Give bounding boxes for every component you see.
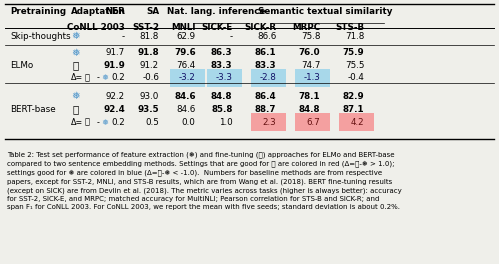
Text: -: - bbox=[96, 118, 99, 127]
Text: 🔥: 🔥 bbox=[73, 104, 79, 114]
Text: 86.4: 86.4 bbox=[255, 92, 276, 101]
Text: Δ=: Δ= bbox=[71, 118, 83, 127]
Text: 🔥: 🔥 bbox=[85, 73, 90, 82]
Text: SST-2: SST-2 bbox=[132, 23, 159, 32]
Text: SICK-E: SICK-E bbox=[201, 23, 233, 32]
Text: Semantic textual similarity: Semantic textual similarity bbox=[258, 7, 393, 16]
Text: 91.2: 91.2 bbox=[140, 61, 159, 70]
Text: STS-B: STS-B bbox=[335, 23, 364, 32]
Text: 83.3: 83.3 bbox=[211, 61, 233, 70]
Text: 79.6: 79.6 bbox=[174, 48, 196, 57]
Text: ELMo: ELMo bbox=[10, 61, 33, 70]
Text: -0.6: -0.6 bbox=[142, 73, 159, 82]
Text: 88.7: 88.7 bbox=[255, 105, 276, 114]
Text: 84.6: 84.6 bbox=[174, 92, 196, 101]
FancyBboxPatch shape bbox=[207, 69, 242, 87]
Text: -: - bbox=[96, 73, 99, 82]
Text: 83.3: 83.3 bbox=[255, 61, 276, 70]
Text: -0.4: -0.4 bbox=[347, 73, 364, 82]
Text: 91.8: 91.8 bbox=[137, 48, 159, 57]
Text: 🔥: 🔥 bbox=[73, 60, 79, 70]
Text: 75.5: 75.5 bbox=[345, 61, 364, 70]
Text: MNLI: MNLI bbox=[171, 23, 196, 32]
Text: -3.3: -3.3 bbox=[216, 73, 233, 82]
Text: 93.0: 93.0 bbox=[140, 92, 159, 101]
Text: 71.8: 71.8 bbox=[345, 32, 364, 41]
Text: SA: SA bbox=[146, 7, 159, 16]
FancyBboxPatch shape bbox=[339, 113, 374, 131]
Text: Adaptation: Adaptation bbox=[71, 7, 126, 16]
Text: 0.5: 0.5 bbox=[145, 118, 159, 127]
FancyBboxPatch shape bbox=[251, 69, 286, 87]
Text: 85.8: 85.8 bbox=[211, 105, 233, 114]
Text: 75.8: 75.8 bbox=[301, 32, 320, 41]
Text: MRPC: MRPC bbox=[292, 23, 320, 32]
Text: 62.9: 62.9 bbox=[177, 32, 196, 41]
Text: Nat. lang. inference: Nat. lang. inference bbox=[167, 7, 265, 16]
FancyBboxPatch shape bbox=[295, 69, 330, 87]
Text: 76.0: 76.0 bbox=[299, 48, 320, 57]
Text: 81.8: 81.8 bbox=[140, 32, 159, 41]
Text: NER: NER bbox=[105, 7, 125, 16]
FancyBboxPatch shape bbox=[251, 113, 286, 131]
Text: ❅: ❅ bbox=[71, 31, 80, 41]
Text: 0.0: 0.0 bbox=[182, 118, 196, 127]
Text: Δ=: Δ= bbox=[71, 73, 83, 82]
Text: 0.2: 0.2 bbox=[111, 118, 125, 127]
Text: 93.5: 93.5 bbox=[137, 105, 159, 114]
Text: -: - bbox=[229, 32, 233, 41]
Text: Pretraining: Pretraining bbox=[10, 7, 66, 16]
Text: 91.9: 91.9 bbox=[103, 61, 125, 70]
Text: 92.4: 92.4 bbox=[103, 105, 125, 114]
Text: ❅: ❅ bbox=[71, 48, 80, 58]
Text: 84.8: 84.8 bbox=[299, 105, 320, 114]
Text: 91.7: 91.7 bbox=[106, 48, 125, 57]
Text: Table 2: Test set performance of feature extraction (❅) and fine-tuning (🔥) appr: Table 2: Test set performance of feature… bbox=[7, 151, 402, 210]
Text: 1.0: 1.0 bbox=[219, 118, 233, 127]
Text: -1.3: -1.3 bbox=[303, 73, 320, 82]
Text: 78.1: 78.1 bbox=[299, 92, 320, 101]
Text: SICK-R: SICK-R bbox=[245, 23, 276, 32]
Text: ❅: ❅ bbox=[101, 118, 108, 127]
Text: 92.2: 92.2 bbox=[106, 92, 125, 101]
Text: 82.9: 82.9 bbox=[343, 92, 364, 101]
Text: 76.4: 76.4 bbox=[177, 61, 196, 70]
Text: ❅: ❅ bbox=[71, 91, 80, 101]
Text: 0.2: 0.2 bbox=[111, 73, 125, 82]
Text: 86.3: 86.3 bbox=[211, 48, 233, 57]
Text: 2.3: 2.3 bbox=[262, 118, 276, 127]
Text: 86.1: 86.1 bbox=[255, 48, 276, 57]
Text: BERT-base: BERT-base bbox=[10, 105, 55, 114]
Text: 86.6: 86.6 bbox=[257, 32, 276, 41]
Text: 6.7: 6.7 bbox=[307, 118, 320, 127]
Text: CoNLL 2003: CoNLL 2003 bbox=[67, 23, 125, 32]
Text: -2.8: -2.8 bbox=[259, 73, 276, 82]
Text: -3.2: -3.2 bbox=[179, 73, 196, 82]
Text: 84.8: 84.8 bbox=[211, 92, 233, 101]
Text: 75.9: 75.9 bbox=[343, 48, 364, 57]
FancyBboxPatch shape bbox=[295, 113, 330, 131]
Text: 74.7: 74.7 bbox=[301, 61, 320, 70]
Text: ❅: ❅ bbox=[101, 73, 108, 82]
FancyBboxPatch shape bbox=[170, 69, 206, 87]
Text: Skip-thoughts: Skip-thoughts bbox=[10, 32, 70, 41]
Text: 4.2: 4.2 bbox=[351, 118, 364, 127]
Text: 🔥: 🔥 bbox=[85, 118, 90, 127]
Text: 87.1: 87.1 bbox=[343, 105, 364, 114]
Text: 84.6: 84.6 bbox=[177, 105, 196, 114]
Text: -: - bbox=[122, 32, 125, 41]
